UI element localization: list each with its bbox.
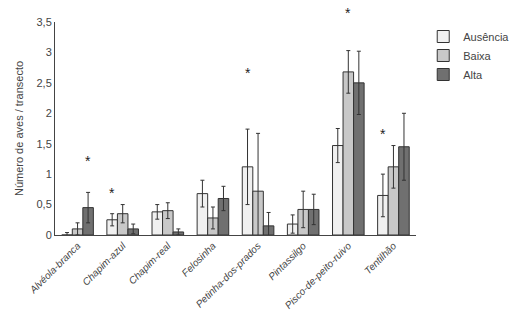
svg-text:0: 0 [46,229,52,241]
svg-text:Chapim-real: Chapim-real [126,240,173,287]
svg-text:*: * [345,5,351,21]
svg-text:1: 1 [46,168,52,180]
svg-text:*: * [245,65,251,81]
svg-text:Chapim-azul: Chapim-azul [80,240,128,288]
svg-text:1,5: 1,5 [37,138,52,150]
svg-text:0,5: 0,5 [37,198,52,210]
svg-text:Alta: Alta [463,69,483,81]
svg-text:Petinha-dos-prados: Petinha-dos-prados [194,240,263,309]
svg-text:2: 2 [46,107,52,119]
svg-text:Felosinha: Felosinha [179,240,218,279]
svg-text:Número de aves / transecto: Número de aves / transecto [13,61,25,196]
svg-text:Ausência: Ausência [463,31,509,43]
svg-text:*: * [109,185,115,201]
svg-text:Alvéola-branca: Alvéola-branca [27,240,83,296]
svg-text:3,5: 3,5 [37,16,52,28]
svg-text:Pintassilgo: Pintassilgo [266,240,308,282]
svg-text:*: * [380,126,386,142]
svg-text:2,5: 2,5 [37,77,52,89]
svg-text:Baixa: Baixa [463,50,491,62]
svg-text:*: * [85,153,91,169]
svg-text:Pisco-de-peito-ruivo: Pisco-de-peito-ruivo [283,240,354,311]
svg-text:Tentilhão: Tentilhão [362,240,399,277]
svg-text:3: 3 [46,46,52,58]
